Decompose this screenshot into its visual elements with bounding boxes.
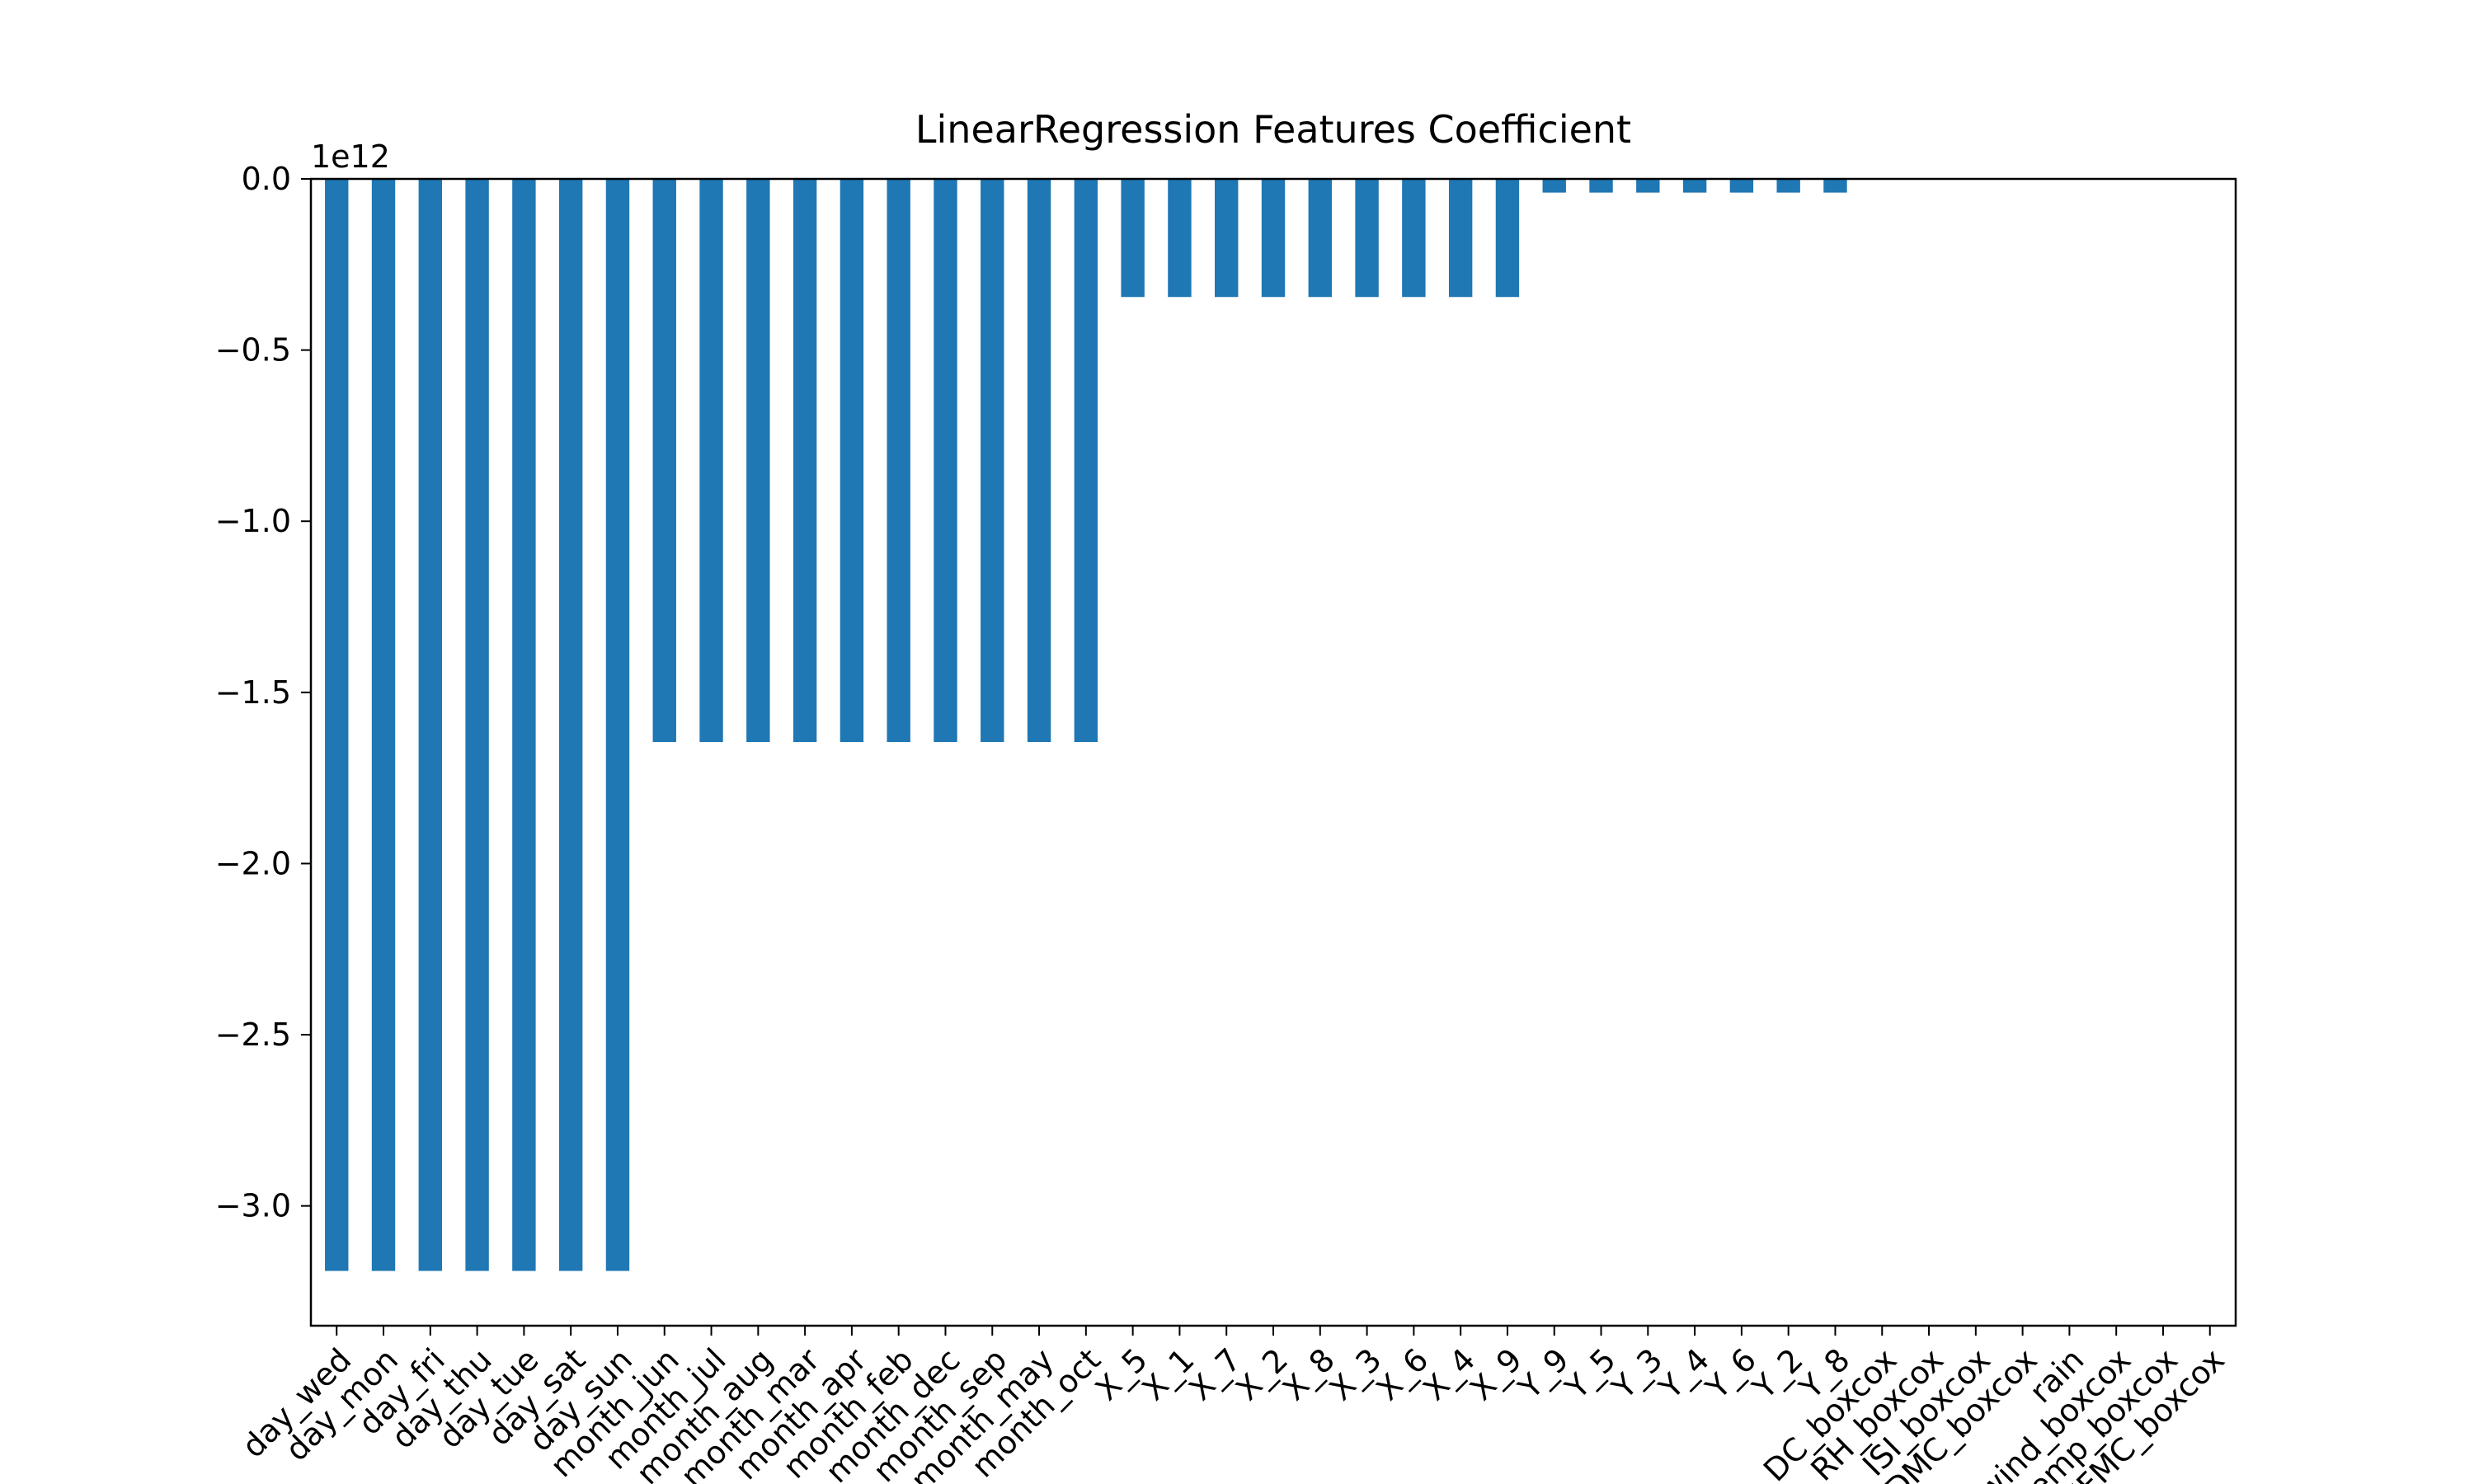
bar-day_sun <box>605 179 630 1271</box>
bar-day_wed <box>325 179 349 1271</box>
bar-month_may <box>1027 179 1051 743</box>
y-tick-label: −2.0 <box>215 845 291 881</box>
bar-day_sat <box>558 179 583 1271</box>
bar-month_jul <box>699 179 723 743</box>
bar-day_fri <box>418 179 443 1271</box>
bar-month_jun <box>652 179 676 743</box>
bar-X_6 <box>1402 179 1426 298</box>
bar-month_apr <box>840 179 864 743</box>
x-axis: day_wedday_monday_friday_thuday_tueday_s… <box>235 1326 2232 1484</box>
bars-group <box>325 179 1847 1271</box>
bar-month_oct <box>1074 179 1098 743</box>
bar-month_mar <box>793 179 817 743</box>
plot-frame <box>309 177 2237 1327</box>
y-tick-label: −1.0 <box>215 503 291 539</box>
y-axis: 0.0 −0.5 −1.0 −1.5 −2.0 −2.5 −3.0 <box>215 161 311 1224</box>
y-tick-label: −2.5 <box>215 1017 291 1053</box>
bar-X_8 <box>1308 179 1332 298</box>
bar-day_mon <box>371 179 396 1271</box>
bar-month_feb <box>887 179 910 743</box>
bar-X_4 <box>1448 179 1473 298</box>
bar-X_2 <box>1261 179 1286 298</box>
chart-title: LinearRegression Features Coefficient <box>915 107 1631 152</box>
y-tick-label: −3.0 <box>215 1188 291 1224</box>
bar-X_9 <box>1495 179 1520 298</box>
bar-Y_4 <box>1682 179 1707 193</box>
bar-month_dec <box>934 179 957 743</box>
bar-X_7 <box>1215 179 1239 298</box>
bar-day_tue <box>512 179 536 1271</box>
bar-month_sep <box>981 179 1004 743</box>
y-tick-label: 0.0 <box>242 161 291 197</box>
bar-Y_2 <box>1776 179 1800 193</box>
y-tick-label: −1.5 <box>215 674 291 711</box>
bar-Y_8 <box>1823 179 1847 193</box>
y-axis-offset-label: 1e12 <box>311 139 390 175</box>
bar-X_5 <box>1121 179 1145 298</box>
bar-X_3 <box>1355 179 1379 298</box>
bar-day_thu <box>465 179 489 1271</box>
bar-Y_3 <box>1636 179 1660 193</box>
bar-Y_5 <box>1589 179 1613 193</box>
bar-X_1 <box>1168 179 1192 298</box>
bar-month_aug <box>746 179 770 743</box>
bar-Y_9 <box>1542 179 1566 193</box>
bar-Y_6 <box>1729 179 1754 193</box>
y-tick-label: −0.5 <box>215 332 291 369</box>
